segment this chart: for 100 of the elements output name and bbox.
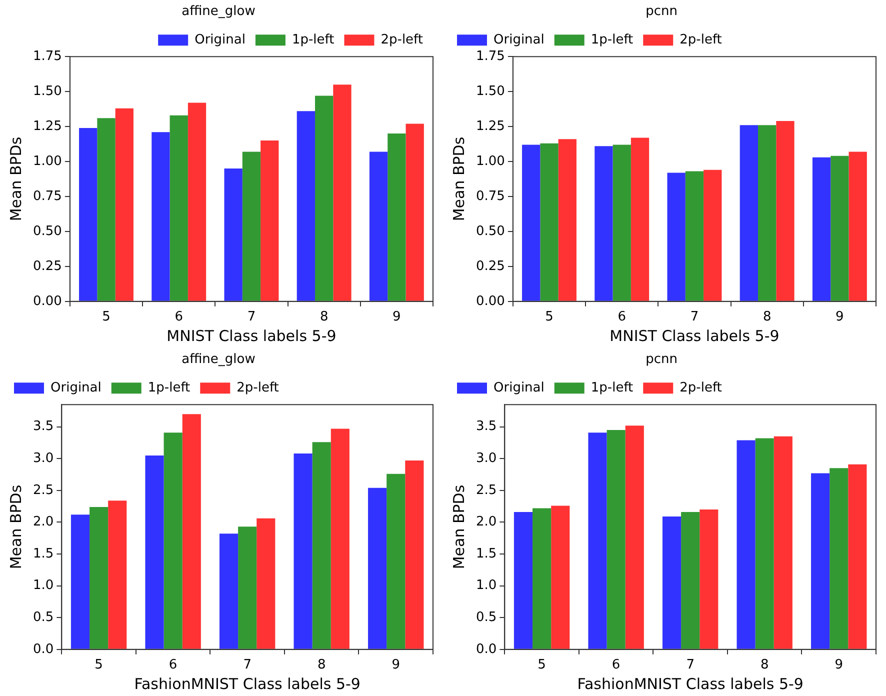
y-tick-label: 1.5	[32, 546, 54, 562]
bar	[736, 440, 756, 649]
legend-label: 2p-left	[680, 32, 722, 48]
x-axis-title: FashionMNIST Class labels 5-9	[577, 674, 804, 693]
x-tick-label: 6	[618, 310, 626, 325]
bar	[812, 157, 831, 301]
y-tick-label: 1.5	[476, 546, 497, 562]
x-tick-label: 5	[538, 658, 546, 673]
bar	[848, 464, 867, 649]
y-axis-title: Mean BPDs	[450, 136, 468, 222]
bar	[558, 139, 576, 301]
bar	[256, 518, 276, 649]
y-tick-label: 0.50	[32, 224, 62, 239]
bar	[238, 526, 257, 649]
bar	[625, 426, 644, 649]
bar	[704, 170, 722, 301]
bar	[260, 140, 279, 301]
y-tick-label: 0.00	[476, 294, 505, 309]
bar	[79, 128, 98, 301]
x-tick-label: 9	[836, 310, 844, 325]
legend-label: 2p-left	[380, 32, 424, 48]
x-tick-label: 7	[686, 658, 694, 673]
y-tick-label: 1.50	[476, 84, 505, 99]
y-tick-label: 0.25	[476, 258, 505, 274]
y-axis-title: Mean BPDs	[6, 484, 25, 570]
y-tick-label: 0.25	[32, 258, 62, 274]
y-tick-label: 1.75	[476, 48, 505, 64]
bar	[606, 430, 626, 649]
y-tick-label: 0.0	[32, 642, 54, 657]
bar	[219, 534, 238, 649]
bar	[755, 438, 774, 649]
bar	[848, 152, 867, 301]
legend-label: Original	[50, 380, 102, 396]
bar	[594, 146, 613, 301]
bar	[182, 414, 201, 649]
x-tick-label: 8	[317, 658, 326, 673]
bar	[514, 512, 533, 649]
bar	[164, 432, 182, 649]
bar	[333, 84, 352, 301]
bar	[811, 473, 830, 649]
y-tick-label: 3.0	[476, 451, 497, 466]
bar	[830, 156, 849, 301]
y-tick-label: 0.00	[32, 294, 62, 309]
chart-title: pcnn	[646, 352, 678, 368]
y-tick-label: 1.0	[476, 578, 497, 594]
y-tick-label: 3.5	[476, 419, 497, 434]
x-tick-label: 5	[102, 310, 110, 325]
bar	[294, 454, 312, 649]
bar	[532, 508, 552, 649]
legend-label: Original	[494, 32, 544, 48]
bar	[145, 455, 164, 649]
bar	[630, 138, 650, 301]
bar	[369, 152, 388, 301]
bar	[152, 132, 170, 301]
bar	[108, 500, 127, 649]
bar	[224, 168, 242, 301]
bar	[70, 514, 90, 649]
x-tick-label: 7	[247, 310, 256, 325]
chart-title: pcnn	[646, 4, 678, 20]
bar	[758, 125, 776, 301]
y-tick-label: 2.0	[32, 514, 54, 530]
y-axis-title: Mean BPDs	[6, 136, 25, 222]
y-axis-title: Mean BPDs	[450, 484, 468, 570]
bar	[97, 118, 116, 301]
bar	[700, 510, 718, 649]
bar	[667, 172, 686, 301]
y-tick-label: 1.00	[476, 154, 505, 169]
y-tick-label: 1.50	[32, 84, 62, 99]
bar	[685, 171, 704, 301]
x-tick-label: 6	[174, 310, 183, 325]
y-tick-label: 1.25	[476, 118, 505, 134]
bar	[740, 125, 758, 301]
bar	[776, 120, 794, 301]
bar	[612, 144, 631, 301]
bar	[540, 143, 558, 301]
chart-title: affine_glow	[182, 352, 256, 368]
bar	[386, 474, 406, 649]
bar	[90, 506, 108, 649]
x-tick-label: 7	[243, 658, 252, 673]
x-tick-label: 6	[168, 658, 178, 673]
y-tick-label: 1.00	[32, 154, 62, 169]
y-tick-label: 2.5	[476, 482, 497, 498]
legend-label: 2p-left	[680, 380, 722, 396]
bar	[588, 432, 607, 649]
bar	[681, 512, 700, 649]
bar	[296, 111, 316, 301]
x-tick-label: 9	[392, 310, 401, 325]
x-tick-label: 5	[545, 310, 554, 325]
legend-label: 1p-left	[590, 380, 634, 396]
x-tick-label: 8	[320, 310, 328, 325]
y-tick-label: 1.75	[32, 48, 62, 64]
y-tick-label: 0.5	[32, 610, 54, 625]
x-tick-label: 5	[94, 658, 103, 673]
x-tick-label: 6	[612, 658, 620, 673]
bar	[312, 442, 331, 649]
y-tick-label: 1.25	[32, 118, 62, 134]
bar	[315, 96, 334, 301]
bar	[115, 108, 134, 301]
chart-title: affine_glow	[182, 4, 256, 20]
y-tick-label: 0.50	[476, 224, 505, 239]
